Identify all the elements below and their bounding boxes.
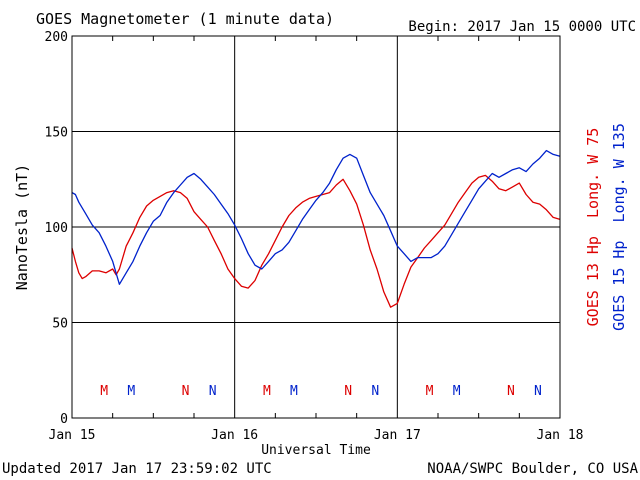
x-tick-label: Jan 18: [537, 428, 584, 443]
x-axis-label: Universal Time: [261, 443, 371, 458]
y-axis-label: NanoTesla (nT): [13, 164, 31, 290]
goes13-series-line: [71, 174, 561, 308]
updated-label: Updated 2017 Jan 17 23:59:02 UTC: [2, 461, 272, 477]
y-tick-label: 150: [45, 126, 68, 141]
y-tick-label: 100: [45, 221, 68, 236]
chart-title: GOES Magnetometer (1 minute data): [36, 10, 334, 28]
x-tick-label: Jan 15: [49, 428, 96, 443]
plot-frame: [71, 35, 561, 419]
marker-m: M: [426, 384, 434, 399]
axis-ticks: 0 50 100 150 200 Jan 15 Jan 16 Jan 17 Jan 18: [45, 30, 584, 443]
grid: [72, 36, 560, 418]
goes15-series-line: [71, 149, 561, 285]
legend-goes15: GOES 15 Hp Long. W 135: [610, 123, 628, 331]
credit-label: NOAA/SWPC Boulder, CO USA: [427, 461, 638, 477]
series-lines: [71, 149, 561, 308]
marker-n: N: [507, 384, 515, 399]
y-tick-label: 200: [45, 30, 68, 45]
marker-n: N: [534, 384, 542, 399]
marker-n: N: [344, 384, 352, 399]
marker-n: N: [371, 384, 379, 399]
marker-m: M: [263, 384, 271, 399]
begin-label: Begin: 2017 Jan 15 0000 UTC: [408, 19, 636, 35]
marker-n: N: [209, 384, 217, 399]
marker-m: M: [127, 384, 135, 399]
legend-goes13: GOES 13 Hp Long. W 75: [584, 128, 602, 327]
x-tick-label: Jan 17: [374, 428, 421, 443]
marker-m: M: [453, 384, 461, 399]
marker-m: M: [100, 384, 108, 399]
marker-m: M: [290, 384, 298, 399]
y-tick-label: 50: [52, 317, 68, 332]
y-tick-label: 0: [60, 412, 68, 427]
x-tick-label: Jan 16: [211, 428, 258, 443]
marker-n: N: [182, 384, 190, 399]
